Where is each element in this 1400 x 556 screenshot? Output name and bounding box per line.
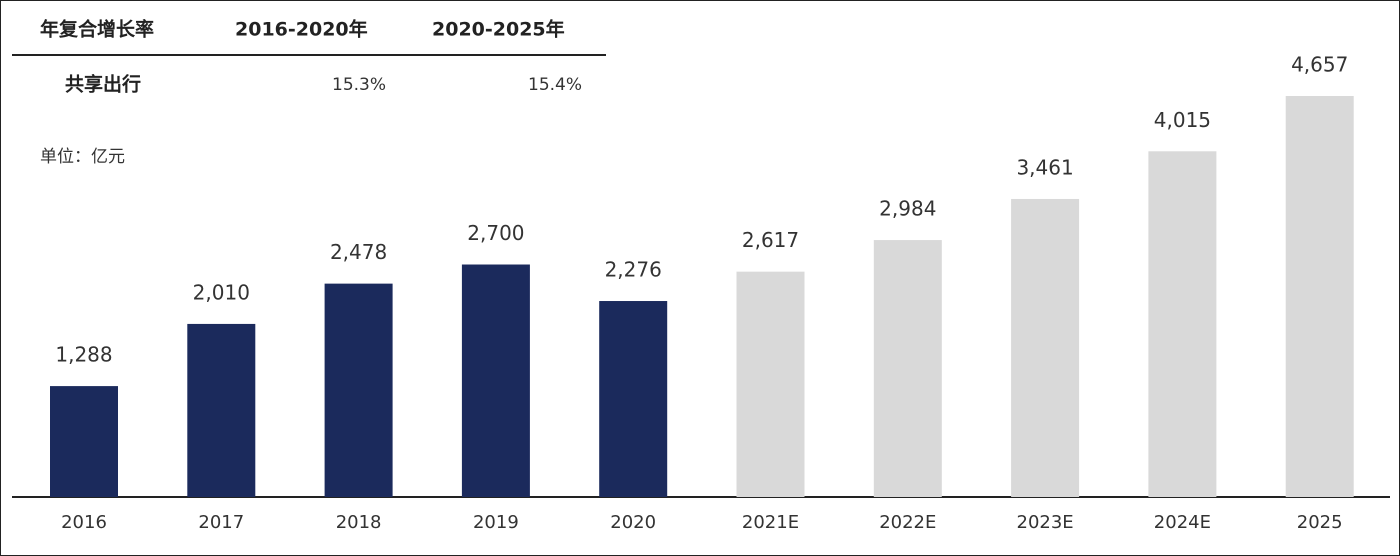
table-cell: 15.4% — [528, 75, 582, 95]
bar — [1011, 198, 1080, 498]
bar — [187, 323, 256, 497]
table-header: 2016-2020年 — [235, 18, 368, 41]
x-tick-label: 2024E — [1154, 512, 1211, 533]
bar — [461, 264, 530, 497]
value-label: 2,617 — [742, 228, 799, 252]
value-label: 2,984 — [879, 197, 936, 221]
x-tick-label: 2023E — [1017, 512, 1074, 533]
bar — [1285, 96, 1354, 497]
bar — [599, 301, 668, 497]
unit-label: 单位：亿元 — [40, 147, 125, 167]
bar — [736, 271, 805, 497]
table-header: 2020-2025年 — [432, 18, 565, 41]
x-tick-label: 2017 — [198, 512, 244, 533]
table-cell: 15.3% — [332, 75, 386, 95]
value-label: 2,478 — [330, 240, 387, 264]
x-tick-label: 2021E — [742, 512, 799, 533]
value-label: 2,276 — [605, 258, 662, 282]
x-tick-label: 2020 — [610, 512, 656, 533]
value-label: 3,461 — [1016, 155, 1073, 179]
bar — [873, 240, 942, 498]
table-header: 年复合增长率 — [40, 18, 154, 41]
bar — [324, 283, 393, 497]
bar — [50, 386, 118, 497]
x-tick-label: 2018 — [336, 512, 382, 533]
value-label: 2,010 — [193, 280, 250, 304]
value-label: 2,700 — [467, 221, 524, 245]
x-tick-label: 2019 — [473, 512, 519, 533]
x-tick-label: 2022E — [879, 512, 936, 533]
value-label: 4,015 — [1154, 108, 1211, 132]
value-label: 4,657 — [1291, 53, 1348, 77]
x-tick-label: 2016 — [61, 512, 107, 533]
value-label: 1,288 — [55, 343, 112, 367]
table-cell: 共享出行 — [65, 73, 141, 96]
x-tick-label: 2025 — [1297, 512, 1343, 533]
bar — [1148, 151, 1217, 498]
